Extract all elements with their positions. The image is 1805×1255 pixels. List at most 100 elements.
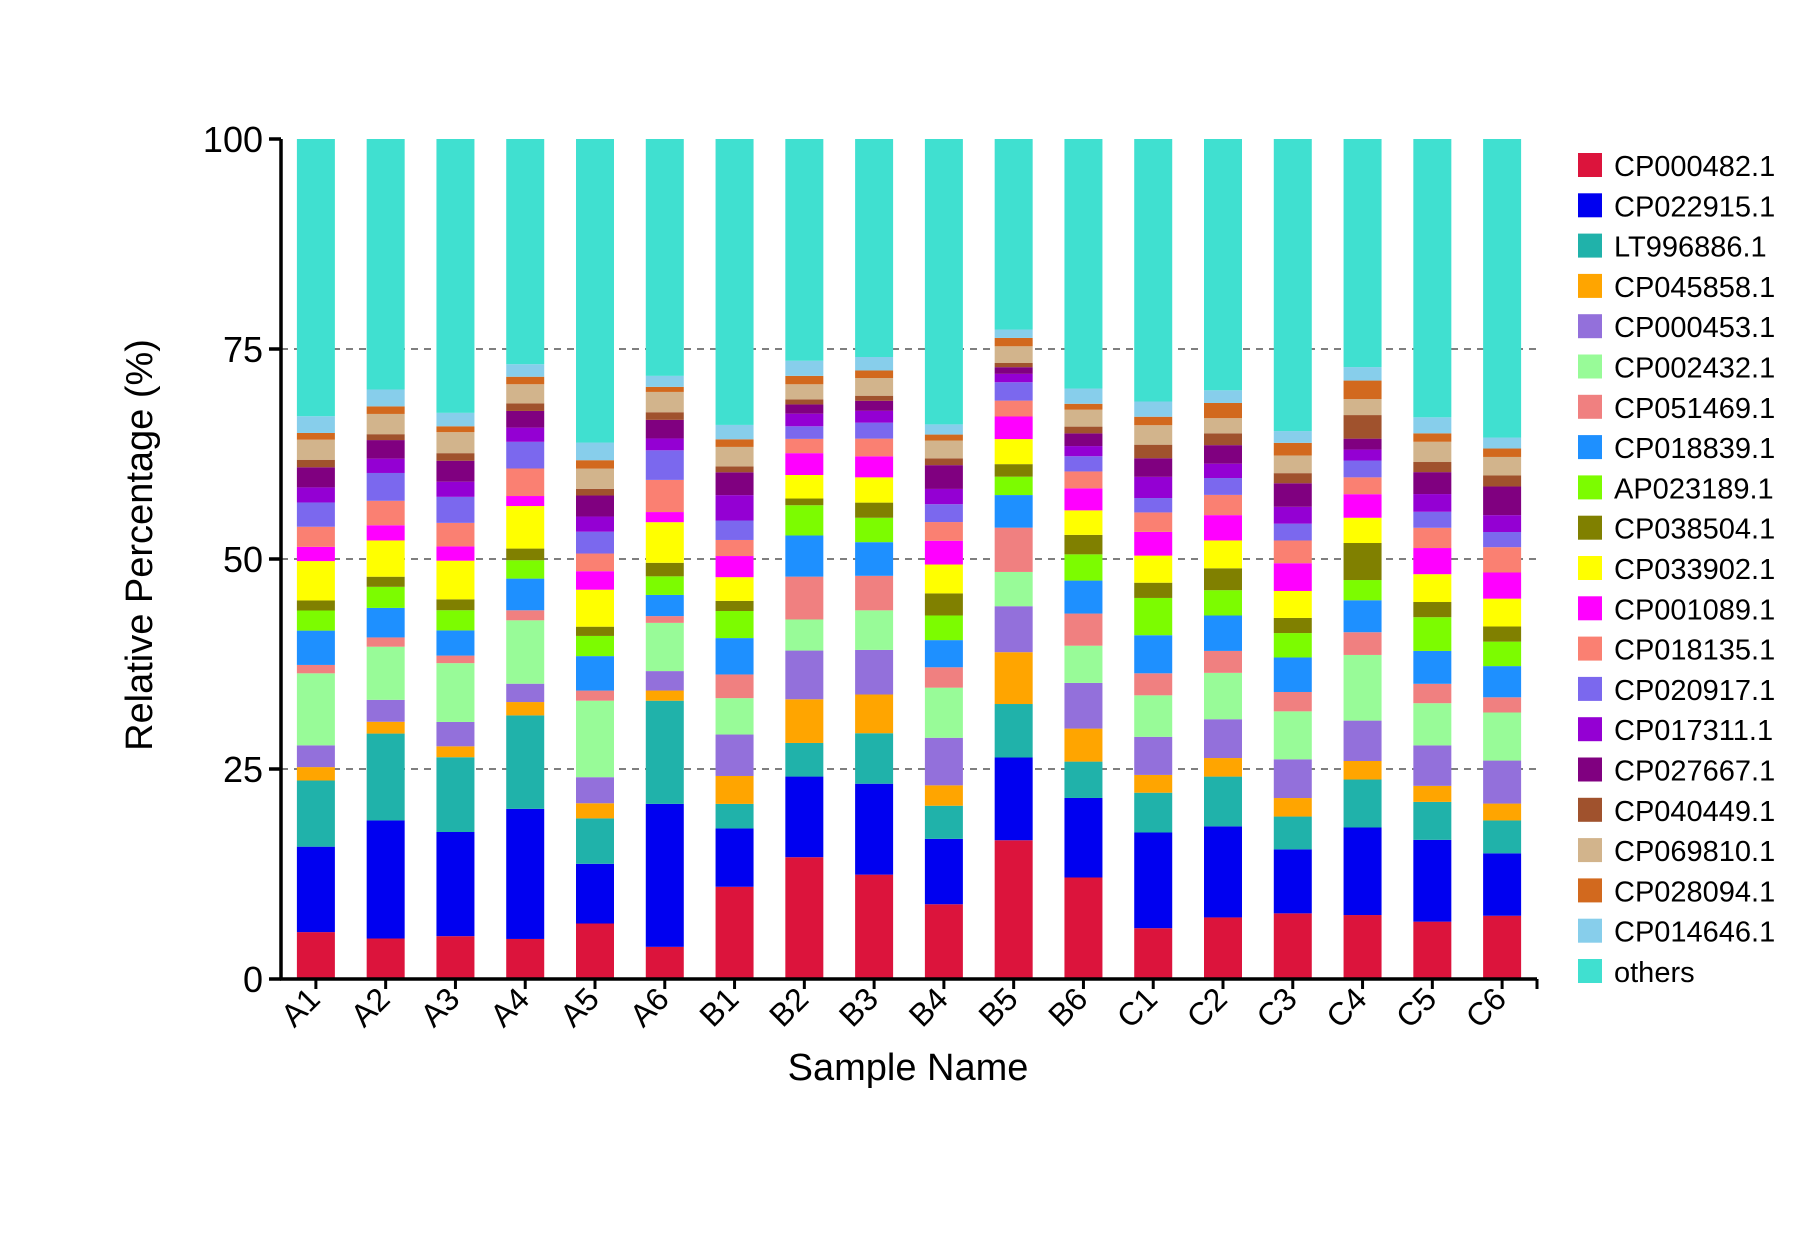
bar-segment: [576, 553, 614, 572]
bar-segment: [1134, 792, 1173, 833]
bar-segment: [645, 946, 684, 979]
bar-segment: [1134, 736, 1173, 775]
bar-segment: [715, 466, 754, 473]
legend-label: CP022915.1: [1614, 191, 1775, 223]
y-tick-label: 100: [203, 119, 263, 160]
bar-segment: [1134, 458, 1173, 477]
bar-segment: [436, 139, 475, 413]
legend-item: CP027667.1: [1578, 756, 1775, 788]
bar-segment: [1273, 506, 1312, 524]
legend-item: CP014646.1: [1578, 917, 1775, 949]
bar-segment: [1273, 617, 1312, 634]
bar-segment: [715, 775, 754, 804]
bar-segment: [506, 376, 545, 385]
x-tick-label: A4: [483, 980, 536, 1033]
bar-segment: [645, 671, 684, 691]
legend-label: others: [1614, 957, 1695, 989]
legend-swatch: [1578, 354, 1602, 379]
bar-segment: [366, 576, 405, 587]
bar-segment: [296, 561, 335, 601]
bar-segment: [645, 512, 684, 523]
bar-segment: [1413, 527, 1452, 549]
x-tick-label: C1: [1110, 980, 1164, 1034]
bar-segment: [924, 593, 963, 616]
bar-segment: [1413, 839, 1452, 922]
bar-segment: [1413, 574, 1452, 603]
bar-segment: [994, 527, 1033, 572]
legend-item: AP023189.1: [1578, 473, 1774, 505]
bar-segment: [366, 458, 405, 473]
bar-segment: [715, 698, 754, 735]
bar-segment: [924, 667, 963, 688]
x-tick-label: A6: [623, 980, 676, 1033]
bar-segment: [296, 416, 335, 433]
legend-swatch: [1578, 314, 1602, 339]
bar-segment: [715, 539, 754, 557]
bar-segment: [506, 496, 545, 507]
bar-segment: [296, 432, 335, 440]
bar-segment: [1134, 416, 1173, 426]
bar-segment: [576, 690, 614, 701]
bar-segment: [1204, 494, 1242, 516]
bar-segment: [576, 571, 614, 590]
bar-segment: [645, 803, 684, 947]
bar-segment: [1343, 915, 1382, 979]
bar-segment: [1064, 645, 1103, 683]
bar-segment: [1343, 139, 1382, 368]
x-tick-label: A1: [274, 980, 327, 1033]
legend-swatch: [1578, 959, 1602, 983]
bar-segment: [1343, 477, 1382, 495]
bar-segment: [506, 938, 545, 979]
bar-segment: [645, 450, 684, 480]
bar-segment: [785, 650, 824, 700]
bar-segment: [855, 542, 894, 576]
bar-segment: [1483, 598, 1522, 627]
bar-segment: [1204, 568, 1242, 591]
bar-segment: [855, 517, 894, 543]
bar-segment: [366, 607, 405, 638]
bar-segment: [1064, 728, 1103, 762]
x-tick-label: B3: [832, 980, 885, 1033]
legend-swatch: [1578, 233, 1602, 258]
bar-segment: [785, 576, 824, 620]
bar-segment: [924, 838, 963, 905]
bar-segment: [1064, 534, 1103, 555]
bar-segment: [436, 610, 475, 631]
bar-segment: [366, 500, 405, 526]
legend-item: CP028094.1: [1578, 876, 1775, 908]
bar-segment: [1413, 433, 1452, 442]
bar-segment: [576, 923, 614, 979]
bar-segment: [994, 840, 1033, 979]
bar-segment: [924, 687, 963, 738]
bar-segment: [994, 329, 1033, 338]
bar-segment: [1483, 915, 1522, 979]
bar-segment: [855, 783, 894, 875]
legend-swatch: [1578, 394, 1602, 419]
x-tick-label: C4: [1319, 980, 1373, 1034]
legend-item: CP051469.1: [1578, 393, 1775, 425]
bar-segment: [1204, 672, 1242, 720]
bar-segment: [576, 589, 614, 627]
bar-segment: [506, 808, 545, 939]
bar-segment: [645, 562, 684, 577]
bar-segment: [1483, 666, 1522, 698]
bar-segment: [1273, 483, 1312, 507]
bar-segment: [1413, 785, 1452, 802]
bar-segment: [924, 440, 963, 459]
bar-segment: [785, 505, 824, 536]
bar-segment: [924, 540, 963, 565]
bar-segment: [1413, 745, 1452, 786]
bar-segment: [506, 506, 545, 549]
legend-swatch: [1578, 596, 1602, 621]
bar-segment: [924, 522, 963, 541]
bar-segment: [1273, 657, 1312, 692]
bar-segment: [436, 655, 475, 664]
bar-segment: [576, 468, 614, 489]
legend-label: CP040449.1: [1614, 796, 1775, 828]
bar-segment: [994, 337, 1033, 347]
bar-segment: [366, 413, 405, 435]
bar-segment: [576, 863, 614, 924]
bar-segment: [785, 857, 824, 979]
bar-segment: [994, 439, 1033, 465]
